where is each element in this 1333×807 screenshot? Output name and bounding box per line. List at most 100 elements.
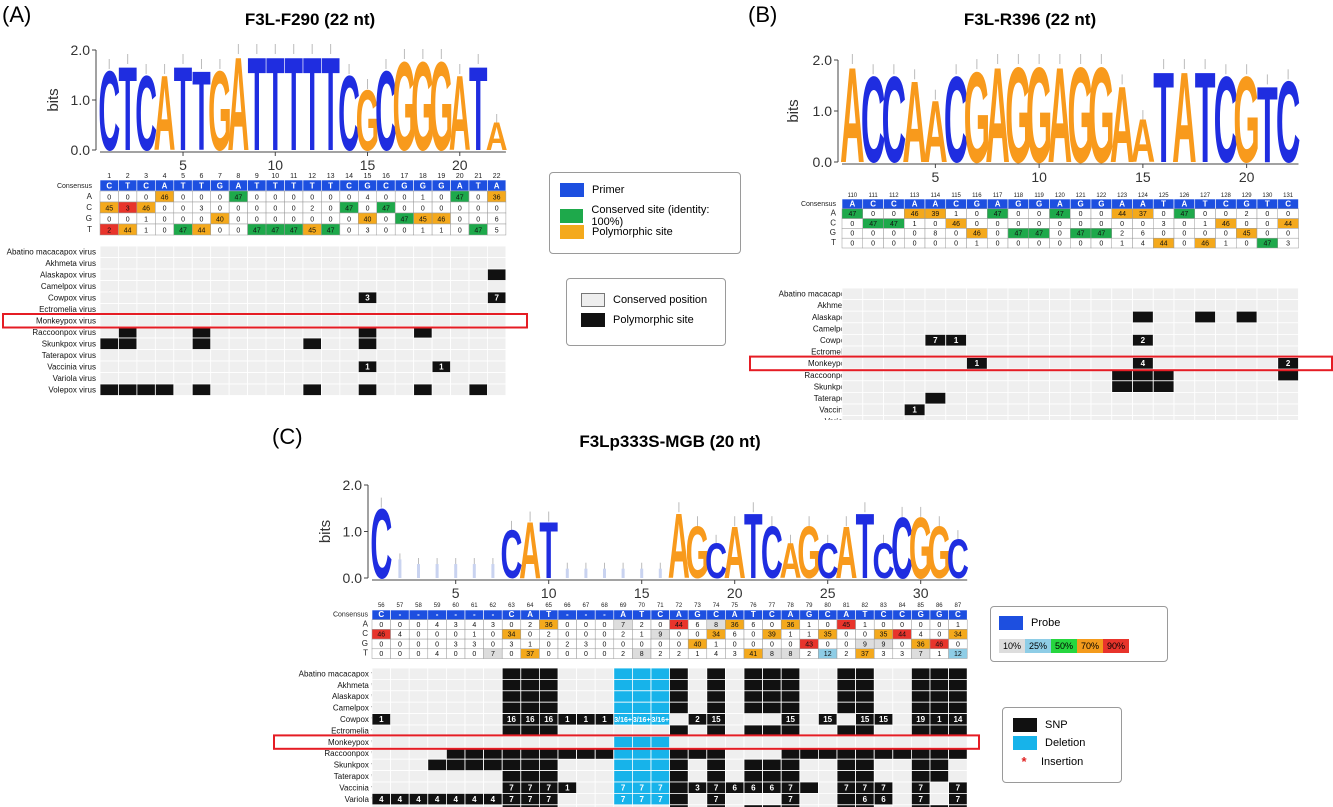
c-snp-count: 4 — [491, 795, 496, 804]
b-grid-cell — [1028, 310, 1050, 324]
c-count-value: 1 — [863, 622, 867, 629]
c-grid-cell — [724, 770, 745, 783]
a-consensus-base: A — [494, 182, 500, 191]
a-grid-cell — [394, 337, 415, 350]
c-grid-cell — [687, 792, 708, 806]
a-grid-cell — [284, 314, 304, 327]
c-grid-cell — [799, 701, 819, 714]
a-polymorphic-count: 3 — [365, 294, 370, 303]
c-grid-cell — [892, 770, 912, 783]
b-position-number: 119 — [1034, 193, 1044, 199]
c-count-value: 7 — [919, 651, 923, 658]
a-grid-cell — [468, 257, 488, 270]
c-grid-cell — [557, 804, 578, 807]
c-count-value: 34 — [508, 632, 516, 639]
c-grid-cell — [390, 678, 410, 692]
a-grid-cell — [136, 257, 156, 270]
c-grid-cell — [743, 735, 764, 749]
c-logo-letter: A — [519, 505, 541, 595]
a-grid-cell — [413, 280, 433, 293]
c-grid-cell — [520, 735, 540, 749]
c-grid-cell — [557, 792, 578, 806]
a-polymorphic-cell — [357, 360, 378, 373]
c-snp-cell — [520, 678, 540, 692]
c-consensus-base: C — [769, 610, 775, 619]
a-grid-cell — [487, 372, 507, 385]
panel-title-c: F3Lp333S-MGB (20 nt) — [579, 432, 761, 451]
b-xtick-label: 10 — [1031, 169, 1047, 185]
a-grid-cell — [450, 360, 470, 373]
b-grid-cell — [1235, 391, 1258, 405]
a-polymorphic-cell — [191, 383, 212, 396]
c-count-value: 12 — [824, 651, 832, 658]
c-logo-residual — [603, 568, 606, 578]
c-grid-cell — [892, 667, 912, 680]
a-count-value: 47 — [234, 195, 242, 202]
b-count-value: 0 — [850, 221, 854, 228]
c-position-number: 73 — [694, 603, 701, 609]
a-logo-letter: C — [338, 53, 360, 173]
c-logo-residual — [658, 568, 662, 578]
a-count-value: 0 — [255, 195, 259, 202]
c-grid-cell — [483, 781, 503, 794]
c-snp-cell — [483, 758, 503, 772]
b-count-value: 1 — [1224, 241, 1228, 248]
a-logo-letter: T — [174, 42, 192, 176]
c-virus-name: Alaskapox virus — [332, 692, 388, 701]
a-grid-cell — [468, 314, 488, 327]
b-consensus-base: A — [1140, 199, 1146, 208]
c-snp-cell — [762, 770, 782, 783]
b-grid-cell — [1069, 299, 1092, 312]
a-grid-cell — [431, 372, 451, 385]
b-ytick-label: 2.0 — [813, 52, 833, 68]
b-count-value: 0 — [1079, 221, 1083, 228]
c-grid-cell — [594, 770, 615, 783]
b-count-value: 47 — [994, 211, 1002, 218]
b-grid-cell — [883, 391, 905, 405]
c-grid-cell — [445, 678, 466, 692]
c-grid-cell — [557, 758, 578, 772]
a-count-value: 0 — [144, 195, 148, 202]
b-grid-cell — [1111, 403, 1133, 417]
c-count-value: 0 — [565, 622, 569, 629]
b-count-value: 0 — [975, 221, 979, 228]
b-grid-cell — [1090, 310, 1113, 324]
c-snp-count: 3/16+ — [651, 717, 669, 724]
a-count-value: 47 — [382, 206, 390, 213]
c-count-value: 4 — [919, 632, 923, 639]
a-grid-cell — [228, 257, 248, 270]
pct-90: 90% — [1103, 639, 1129, 653]
b-count-value: 0 — [933, 221, 937, 228]
b-consensus-base: G — [1015, 199, 1021, 208]
b-grid-cell — [1235, 287, 1258, 301]
c-snp-cell — [762, 690, 782, 703]
c-snp-cell — [799, 781, 819, 794]
c-grid-cell — [911, 735, 931, 749]
c-virus-name: Cowpox virus — [340, 715, 388, 724]
c-grid-cell — [762, 792, 782, 806]
b-count-value: 47 — [869, 221, 877, 228]
a-position-number: 11 — [290, 173, 297, 180]
b-grid-cell — [1090, 391, 1113, 405]
c-ylabel: bits — [317, 520, 334, 543]
b-virus-name: Alaskapox virus — [812, 313, 868, 322]
c-grid-cell — [687, 678, 708, 692]
b-grid-cell — [1028, 403, 1050, 417]
b-position-number: 111 — [869, 193, 879, 199]
a-grid-cell — [431, 280, 451, 293]
c-snp-cell — [706, 667, 726, 680]
b-count-value: 0 — [1265, 231, 1269, 238]
b-xtick-label: 15 — [1135, 169, 1151, 185]
a-grid-cell — [118, 291, 138, 304]
b-grid-cell — [1235, 403, 1258, 417]
c-count-value: 7 — [491, 651, 495, 658]
c-grid-cell — [799, 770, 819, 783]
b-grid-cell — [841, 322, 864, 335]
a-grid-cell — [302, 360, 322, 373]
b-consensus-base: G — [974, 199, 980, 208]
c-count-value: 46 — [377, 632, 385, 639]
c-snp-cell — [836, 701, 857, 714]
c-count-value: 1 — [714, 641, 718, 648]
c-count-value: 44 — [675, 622, 683, 629]
a-grid-cell — [99, 372, 119, 385]
